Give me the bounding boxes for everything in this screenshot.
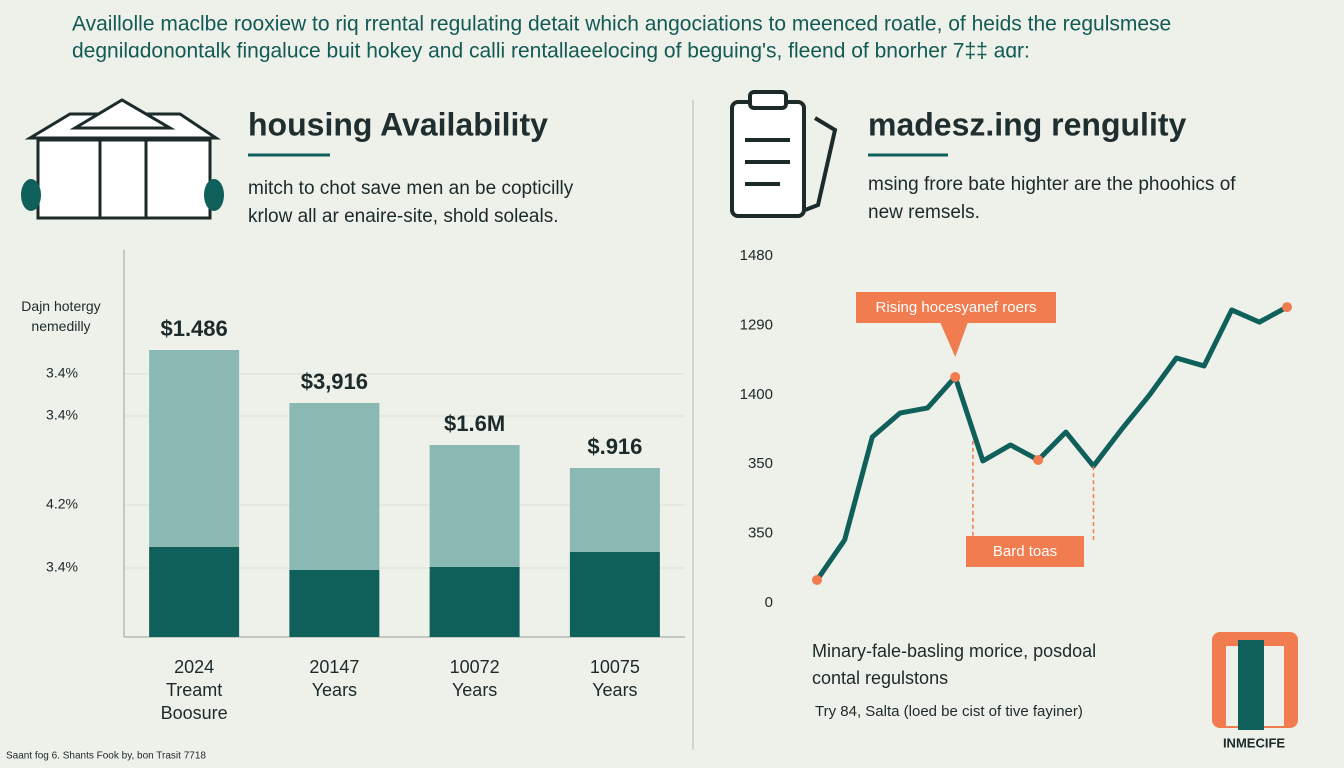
y-tick-label: 1400 [740,386,773,403]
section-text: new remsels. [868,202,980,223]
bar-segment [429,445,520,567]
logo-icon [1212,632,1298,730]
source-text: Try 84, Salta (loed be cist of tive fayi… [815,703,1083,720]
y-tick-label: 0 [765,594,773,611]
bar-segment [149,547,240,637]
bar-label: $1.486 [160,316,227,341]
bar-label: $3,916 [301,369,368,394]
bar-label: $1.6M [444,411,505,436]
y-tick-label: 350 [748,525,773,542]
header-line: Availlolle maclbe rooxiew to riq rrental… [72,13,1171,36]
annotation-box [966,536,1084,567]
annotation-text: Bard toas [993,543,1057,560]
annotation-box [856,292,1056,323]
x-tick-label: 20147 Years [309,657,360,700]
bar-segment [569,468,660,552]
bar-label: $.916 [587,434,642,459]
annotation-text: Rising hocesyanef roers [876,299,1037,316]
point-marker [812,575,822,586]
point-marker [950,371,961,382]
bar-segment [429,567,520,637]
y-tick-label: 3.4% [46,365,78,381]
section-text: krlow all ar enaire-site, shold soleals. [248,206,558,227]
bar-segment [289,570,380,637]
annotation-pointer [940,322,968,357]
bar-segment [149,350,240,547]
y-tick-label: 4.2% [46,496,78,512]
point-marker [1282,302,1292,313]
y-tick-label: 1480 [740,247,773,264]
y-tick-label: 1290 [740,316,773,333]
y-tick-label: 3.4% [46,559,78,575]
note-text: contal regulstons [812,668,948,688]
y-tick-label: 3.4% [46,407,78,423]
house-icon [21,98,224,220]
x-tick-label: 10075 Years [589,657,640,700]
bar-segment [289,403,380,570]
section-text: msing frore bate highter are the phoohic… [868,174,1236,195]
footer: Saant fog 6. Shants Fook by, bon Trasit … [6,751,206,762]
y-tick-label: 350 [748,455,773,472]
line-series [814,304,1289,582]
section-title: madesz.ing rengulity [868,106,1186,142]
clipboard-icon [730,90,838,218]
x-tick-label: 2024 Treamt Boosure [160,657,228,723]
note-text: Minary-fale-basling morice, posdoal [812,641,1096,661]
y-axis-label: Dajn hotergy nemedilly [21,298,101,334]
bar-segment [569,552,660,637]
header-line: degnilɑdonontalk fingaluce buit hokey an… [72,40,1030,63]
x-tick-label: 10072 Years [449,657,500,700]
point-marker [1033,454,1044,465]
logo-text: INMECIFE [1223,735,1285,750]
section-text: mitch to chot save men an be copticilly [248,178,574,199]
section-title: housing Availability [248,106,548,142]
